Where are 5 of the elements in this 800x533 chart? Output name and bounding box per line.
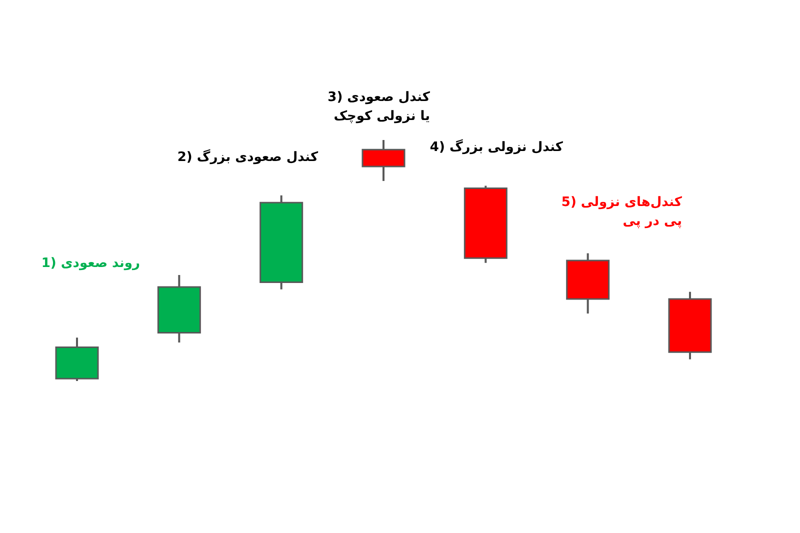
annotation: 4) کندل نزولی بزرگ: [430, 139, 564, 155]
text: 3) کندل صعودی یا نزولی کوچک: [328, 90, 430, 124]
annotation: 1) روند صعودی: [41, 256, 140, 271]
annotation: 2) کندل صعودی بزرگ: [177, 149, 318, 165]
annotation: 5) کندل‌های نزولی پی در پی: [561, 195, 682, 229]
